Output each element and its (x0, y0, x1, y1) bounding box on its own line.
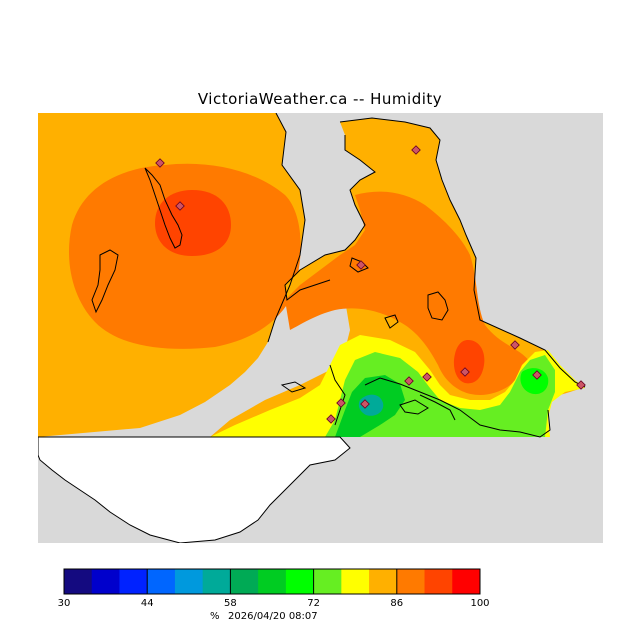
legend-swatch (285, 569, 315, 594)
station-marker (510, 340, 520, 350)
legend-ticks: 30 44 58 72 86 100 (58, 569, 490, 609)
legend-swatch (369, 569, 398, 594)
legend-swatch (202, 569, 231, 594)
legend-colorbar (63, 568, 481, 595)
station-marker (360, 399, 370, 409)
legend-tick-label: 58 (224, 598, 237, 609)
station-marker (356, 260, 366, 270)
station-marker (411, 145, 421, 155)
weather-stations (155, 145, 586, 424)
station-marker (422, 372, 432, 382)
islands (91, 167, 449, 415)
station-marker (155, 158, 165, 168)
station-marker (576, 380, 586, 390)
legend-swatch (396, 569, 426, 594)
legend-swatch (119, 569, 148, 594)
legend-tick-label: 30 (58, 598, 71, 609)
station-marker (460, 367, 470, 377)
station-marker (404, 376, 414, 386)
legend-swatch (452, 569, 481, 594)
station-marker (326, 414, 336, 424)
map-title: VictoriaWeather.ca -- Humidity (197, 90, 443, 108)
legend-swatch (64, 569, 93, 594)
coastlines (267, 113, 586, 438)
station-marker (336, 398, 346, 408)
legend-swatch (341, 569, 370, 594)
legend-tick-label: 86 (390, 598, 403, 609)
legend-tick-label: 100 (470, 598, 489, 609)
legend-timestamp: 2026/04/20 08:07 (228, 611, 318, 622)
legend-unit: % (210, 611, 220, 622)
humidity-band-90 (155, 190, 231, 256)
humidity-band-84 (68, 163, 301, 349)
legend-swatch (424, 569, 453, 594)
station-marker (532, 370, 542, 380)
legend-tick-label: 72 (307, 598, 320, 609)
unshaded-land-south (38, 436, 351, 543)
legend-swatch (230, 569, 259, 594)
legend-outline (63, 568, 481, 595)
station-marker (175, 201, 185, 211)
legend-swatch (258, 569, 287, 594)
legend-swatch (147, 569, 176, 594)
legend-tick-label: 44 (141, 598, 154, 609)
legend-swatch (91, 569, 120, 594)
legend-swatch (313, 569, 342, 594)
legend-swatch (174, 569, 204, 594)
